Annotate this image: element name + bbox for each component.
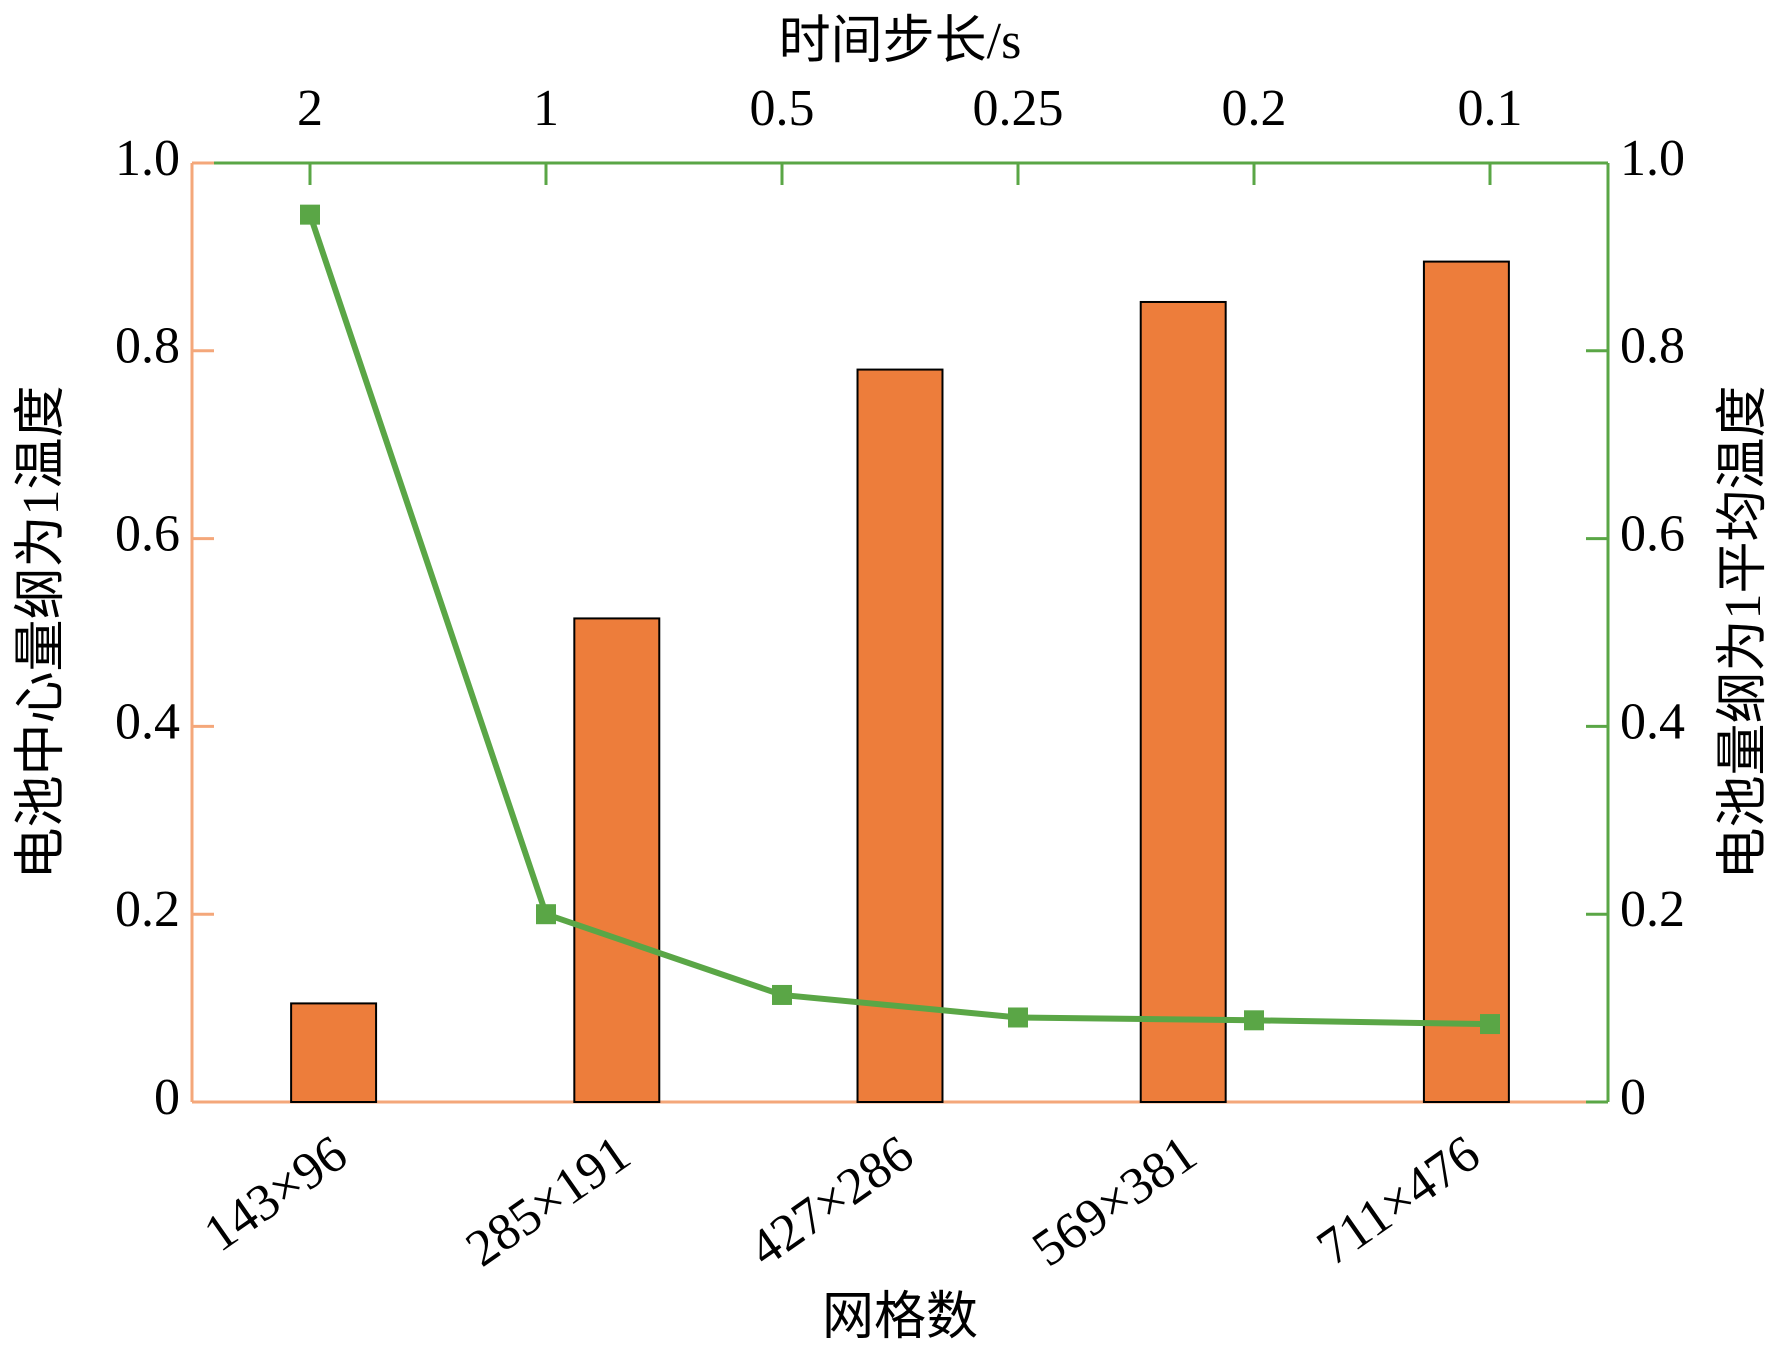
x2-tick-label: 0.5 (750, 80, 815, 137)
bar (856, 368, 944, 1103)
x-tick-label: 711×476 (1307, 1125, 1490, 1277)
x2-tick-label: 2 (297, 80, 323, 137)
x-axis-title: 网格数 (822, 1289, 978, 1346)
y-axis-title: 电池中心量纲为1温度 (13, 385, 70, 879)
bar (573, 617, 661, 1103)
y2-tick-label: 0.2 (1620, 881, 1685, 938)
y-tick-label: 0.2 (115, 881, 180, 938)
x-tick-label: 427×286 (739, 1125, 924, 1278)
marker (1244, 1010, 1264, 1031)
y-tick-label: 0 (154, 1069, 180, 1126)
marker (1480, 1014, 1500, 1035)
x2-axis-title: 时间步长/s (779, 13, 1022, 70)
y2-tick-label: 1.0 (1620, 130, 1685, 187)
marker (536, 904, 556, 925)
y-tick-label: 0.4 (115, 693, 180, 750)
marker (772, 984, 792, 1005)
y-tick-label: 0.6 (115, 506, 180, 563)
x-tick-label: 285×191 (456, 1125, 641, 1278)
bar (1422, 260, 1510, 1104)
y2-axis-title: 电池量纲为1平均温度 (1715, 385, 1772, 879)
bar (1139, 300, 1227, 1103)
x2-tick-label: 0.2 (1222, 80, 1287, 137)
x-tick-label: 143×96 (194, 1125, 357, 1263)
y-tick-label: 0.8 (115, 318, 180, 375)
y2-tick-label: 0 (1620, 1069, 1646, 1126)
x2-tick-label: 1 (533, 80, 559, 137)
x-tick-label: 569×381 (1022, 1125, 1207, 1278)
y2-tick-label: 0.8 (1620, 318, 1685, 375)
y2-tick-label: 0.6 (1620, 506, 1685, 563)
marker (1008, 1007, 1028, 1028)
line (307, 213, 1491, 1028)
y-tick-label: 1.0 (115, 130, 180, 187)
bar (290, 1002, 378, 1104)
y2-tick-label: 0.4 (1620, 693, 1685, 750)
x2-tick-label: 0.25 (973, 80, 1064, 137)
x2-tick-label: 0.1 (1458, 80, 1523, 137)
marker (300, 204, 320, 225)
